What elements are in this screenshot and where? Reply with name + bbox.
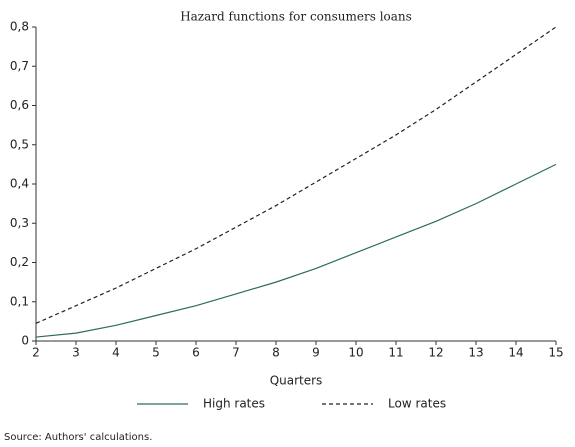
x-tick-label: 13: [468, 346, 483, 360]
y-tick-label: 0,3: [10, 216, 29, 230]
x-tick-label: 10: [348, 346, 363, 360]
y-tick-label: 0,6: [10, 98, 29, 112]
y-tick-label: 0,7: [10, 59, 29, 73]
x-tick-label: 7: [232, 346, 240, 360]
y-tick-label: 0,5: [10, 137, 29, 151]
y-tick-label: 0,1: [10, 294, 29, 308]
x-tick-label: 4: [112, 346, 120, 360]
series-line: [35, 163, 557, 338]
x-tick-label: 11: [388, 346, 403, 360]
y-tick-label: 0,4: [10, 177, 29, 191]
x-tick-label: 5: [152, 346, 160, 360]
x-tick-label: 9: [312, 346, 320, 360]
x-tick-label: 2: [32, 346, 40, 360]
chart-title: Hazard functions for consumers loans: [180, 10, 412, 24]
legend-label: High rates: [203, 397, 265, 411]
y-tick-label: 0,8: [10, 20, 29, 34]
x-tick-label: 14: [508, 346, 523, 360]
x-tick-label: 8: [272, 346, 280, 360]
source-note: Source: Authors' calculations.: [4, 432, 152, 443]
x-axis-label: Quarters: [270, 374, 323, 388]
x-tick-label: 12: [428, 346, 443, 360]
y-tick-label: 0: [21, 334, 29, 348]
legend-label: Low rates: [388, 397, 446, 411]
x-tick-label: 15: [548, 346, 563, 360]
x-tick-label: 6: [192, 346, 200, 360]
series-line: [35, 26, 557, 324]
y-tick-label: 0,2: [10, 255, 29, 269]
x-tick-label: 3: [72, 346, 80, 360]
